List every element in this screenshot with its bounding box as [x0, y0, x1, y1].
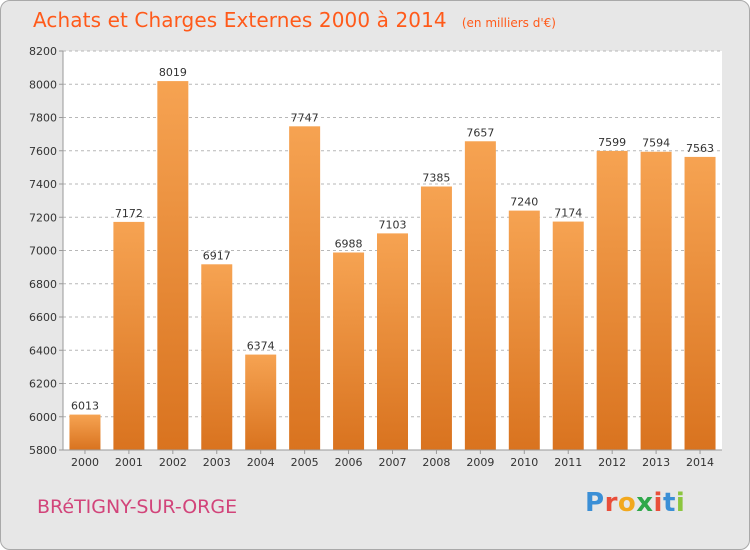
y-tick-label: 7000	[29, 245, 57, 258]
bar-2013	[640, 151, 672, 450]
y-tick-label: 7400	[29, 178, 57, 191]
y-tick-label: 8000	[29, 78, 57, 91]
city-name: BRéTIGNY-SUR-ORGE	[37, 496, 238, 518]
bar-2009	[464, 141, 496, 450]
x-tick-label: 2008	[422, 456, 450, 469]
data-label-2004: 6374	[247, 340, 275, 353]
logo-letter: x	[636, 488, 654, 518]
data-label-2009: 7657	[466, 126, 494, 139]
y-tick-label: 6200	[29, 378, 57, 391]
data-label-2003: 6917	[203, 249, 231, 262]
x-axis-ticks: 2000 2001 2002 2003 2004 2005 2006 2007 2008 2009…	[71, 450, 714, 469]
logo-letter: o	[617, 488, 637, 518]
y-axis-ticks: 5800 6000 6200 6400 6600 6800 7000 7200 7400 7600…	[29, 45, 63, 457]
logo-letter: i	[653, 488, 663, 518]
proxiti-logo: Proxiti	[585, 488, 685, 518]
data-labels: 6013 7172 8019 6917 6374 7747 6988 7103 7385 7657…	[71, 66, 714, 412]
logo-letter: i	[675, 488, 686, 518]
data-label-2008: 7385	[422, 171, 450, 184]
x-tick-label: 2006	[335, 456, 363, 469]
x-tick-label: 2013	[642, 456, 670, 469]
data-label-2014: 7563	[686, 142, 714, 155]
bar-2011	[552, 221, 584, 450]
logo-letter: P	[585, 488, 605, 518]
data-label-2012: 7599	[598, 136, 626, 149]
bar-2000	[69, 414, 101, 450]
chart-unit-note: (en milliers d'€)	[461, 16, 556, 30]
x-tick-label: 2012	[598, 456, 626, 469]
y-tick-label: 6400	[29, 344, 57, 357]
y-tick-label: 6600	[29, 311, 57, 324]
bar-2008	[420, 186, 452, 450]
x-tick-label: 2000	[71, 456, 99, 469]
chart-title: Achats et Charges Externes 2000 à 2014	[33, 8, 447, 32]
y-tick-label: 6000	[29, 411, 57, 424]
bar-2006	[333, 252, 365, 450]
y-tick-label: 8200	[29, 45, 57, 58]
data-label-2002: 8019	[159, 66, 187, 79]
x-tick-label: 2007	[379, 456, 407, 469]
y-tick-label: 7600	[29, 145, 57, 158]
bar-2012	[596, 150, 628, 450]
x-tick-label: 2010	[510, 456, 538, 469]
bars	[69, 81, 716, 450]
bar-2004	[245, 354, 277, 450]
x-tick-label: 2004	[247, 456, 275, 469]
y-tick-label: 6800	[29, 278, 57, 291]
data-label-2007: 7103	[379, 218, 407, 231]
data-label-2000: 6013	[71, 400, 99, 413]
y-tick-label: 7200	[29, 211, 57, 224]
bar-2002	[157, 81, 189, 450]
bar-2014	[684, 156, 716, 450]
bar-2005	[289, 126, 321, 450]
bar-2003	[201, 264, 233, 450]
x-tick-label: 2014	[686, 456, 714, 469]
bar-2007	[377, 233, 408, 450]
x-tick-label: 2002	[159, 456, 187, 469]
y-tick-label: 7800	[29, 112, 57, 125]
chart-header: Achats et Charges Externes 2000 à 2014 (…	[33, 8, 556, 32]
data-label-2005: 7747	[291, 111, 319, 124]
data-label-2001: 7172	[115, 207, 143, 220]
y-tick-label: 5800	[29, 444, 57, 457]
data-label-2013: 7594	[642, 137, 670, 150]
data-label-2006: 6988	[335, 237, 363, 250]
x-tick-label: 2001	[115, 456, 143, 469]
data-label-2011: 7174	[554, 207, 582, 220]
data-label-2010: 7240	[510, 196, 538, 209]
logo-letter: r	[604, 488, 618, 518]
bar-2001	[113, 221, 145, 450]
x-tick-label: 2011	[554, 456, 582, 469]
logo-letter: t	[662, 488, 676, 518]
x-tick-label: 2003	[203, 456, 231, 469]
bar-2010	[508, 210, 540, 450]
x-tick-label: 2009	[466, 456, 494, 469]
x-tick-label: 2005	[291, 456, 319, 469]
